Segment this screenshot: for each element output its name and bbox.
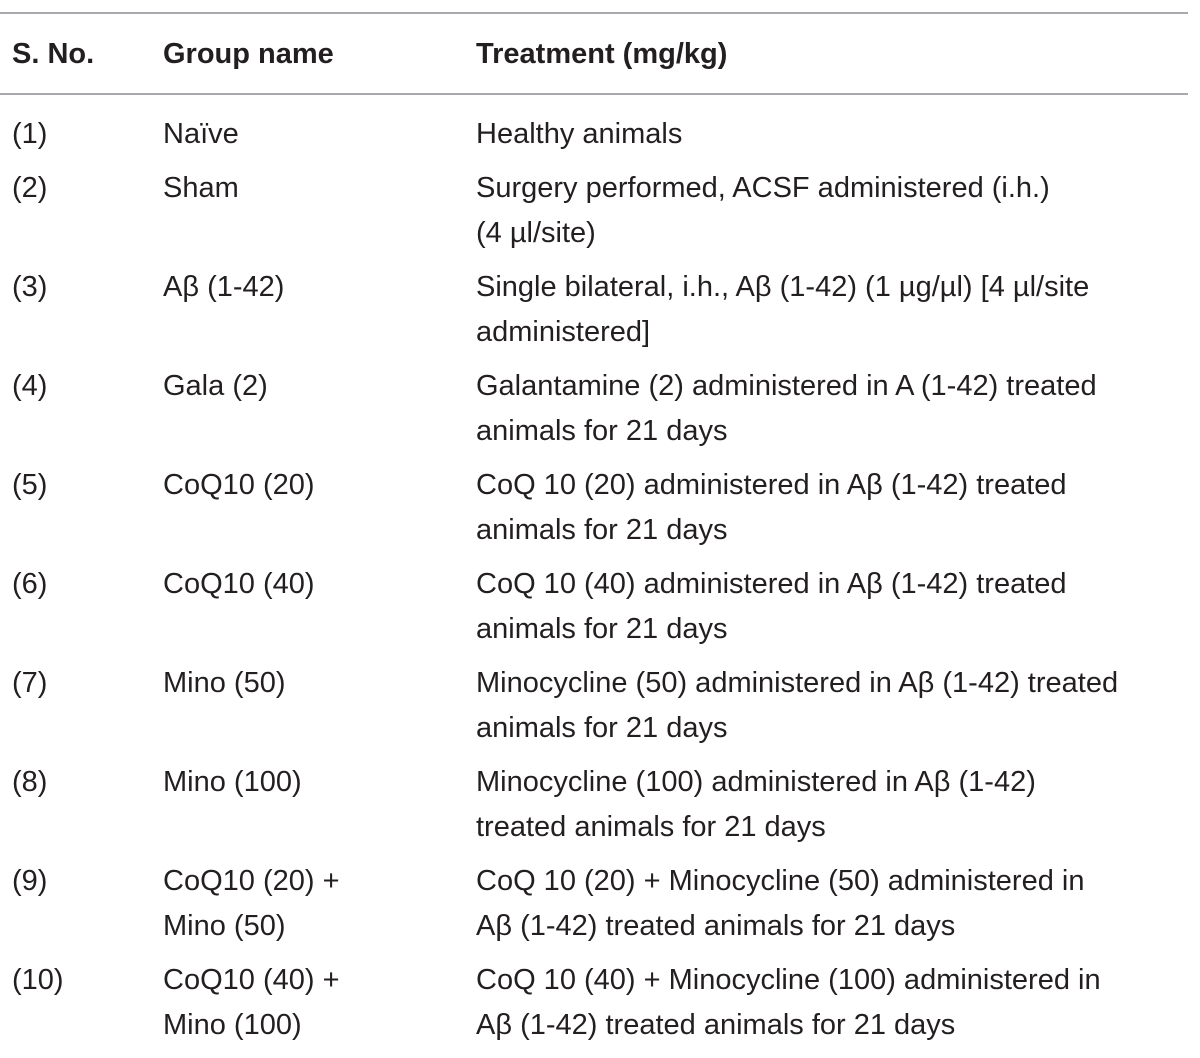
cell-sno: (10) [12, 964, 64, 996]
cell-treatment: Minocycline (50) administered in Aβ (1-4… [476, 667, 1119, 744]
header-sno: S. No. [12, 38, 95, 70]
cell-group: CoQ10 (20) [163, 469, 315, 501]
cell-treatment: Galantamine (2) administered in A (1-42)… [476, 370, 1097, 447]
cell-treatment: Minocycline (100) administered in Aβ (1-… [476, 766, 1036, 843]
cell-treatment: Surgery performed, ACSF administered (i.… [476, 172, 1050, 249]
table-row: (5) CoQ10 (20) CoQ 10 (20) administered … [0, 463, 1200, 562]
cell-treatment: Single bilateral, i.h., Aβ (1-42) (1 µg/… [476, 271, 1090, 348]
table-row: (8) Mino (100) Minocycline (100) adminis… [0, 760, 1200, 859]
cell-sno: (6) [12, 568, 48, 600]
cell-sno: (5) [12, 469, 48, 501]
cell-group: Naïve [163, 118, 239, 150]
table-top-rule [0, 12, 1188, 14]
table-row: (3) Aβ (1-42) Single bilateral, i.h., Aβ… [0, 265, 1200, 364]
cell-group: Aβ (1-42) [163, 271, 285, 303]
cell-group: Mino (50) [163, 667, 286, 699]
cell-group: Gala (2) [163, 370, 268, 402]
table-row: (4) Gala (2) Galantamine (2) administere… [0, 364, 1200, 463]
table-row: (1) Naïve Healthy animals [0, 112, 1200, 166]
table-row: (2) Sham Surgery performed, ACSF adminis… [0, 166, 1200, 265]
table-row: (6) CoQ10 (40) CoQ 10 (40) administered … [0, 562, 1200, 661]
cell-treatment: CoQ 10 (20) administered in Aβ (1-42) tr… [476, 469, 1067, 546]
cell-sno: (2) [12, 172, 48, 204]
header-treatment: Treatment (mg/kg) [476, 38, 728, 70]
cell-group: CoQ10 (40) [163, 568, 315, 600]
cell-group: Mino (100) [163, 766, 302, 798]
cell-group: Sham [163, 172, 239, 204]
table-header-rule [0, 93, 1188, 95]
cell-treatment: CoQ 10 (40) + Minocycline (100) administ… [476, 964, 1101, 1041]
cell-sno: (8) [12, 766, 48, 798]
header-group-name: Group name [163, 38, 334, 70]
cell-sno: (1) [12, 118, 48, 150]
table-body: (1) Naïve Healthy animals (2) Sham Surge… [0, 112, 1200, 1057]
cell-treatment: Healthy animals [476, 118, 683, 150]
cell-treatment: CoQ 10 (20) + Minocycline (50) administe… [476, 865, 1085, 942]
table-row: (10) CoQ10 (40) + Mino (100) CoQ 10 (40)… [0, 958, 1200, 1057]
cell-group: CoQ10 (20) + Mino (50) [163, 865, 340, 942]
table-row: (9) CoQ10 (20) + Mino (50) CoQ 10 (20) +… [0, 859, 1200, 958]
cell-sno: (4) [12, 370, 48, 402]
cell-sno: (7) [12, 667, 48, 699]
table-header-row: S. No. Group name Treatment (mg/kg) [0, 30, 1200, 78]
table-row: (7) Mino (50) Minocycline (50) administe… [0, 661, 1200, 760]
cell-group: CoQ10 (40) + Mino (100) [163, 964, 340, 1041]
cell-treatment: CoQ 10 (40) administered in Aβ (1-42) tr… [476, 568, 1067, 645]
cell-sno: (9) [12, 865, 48, 897]
cell-sno: (3) [12, 271, 48, 303]
